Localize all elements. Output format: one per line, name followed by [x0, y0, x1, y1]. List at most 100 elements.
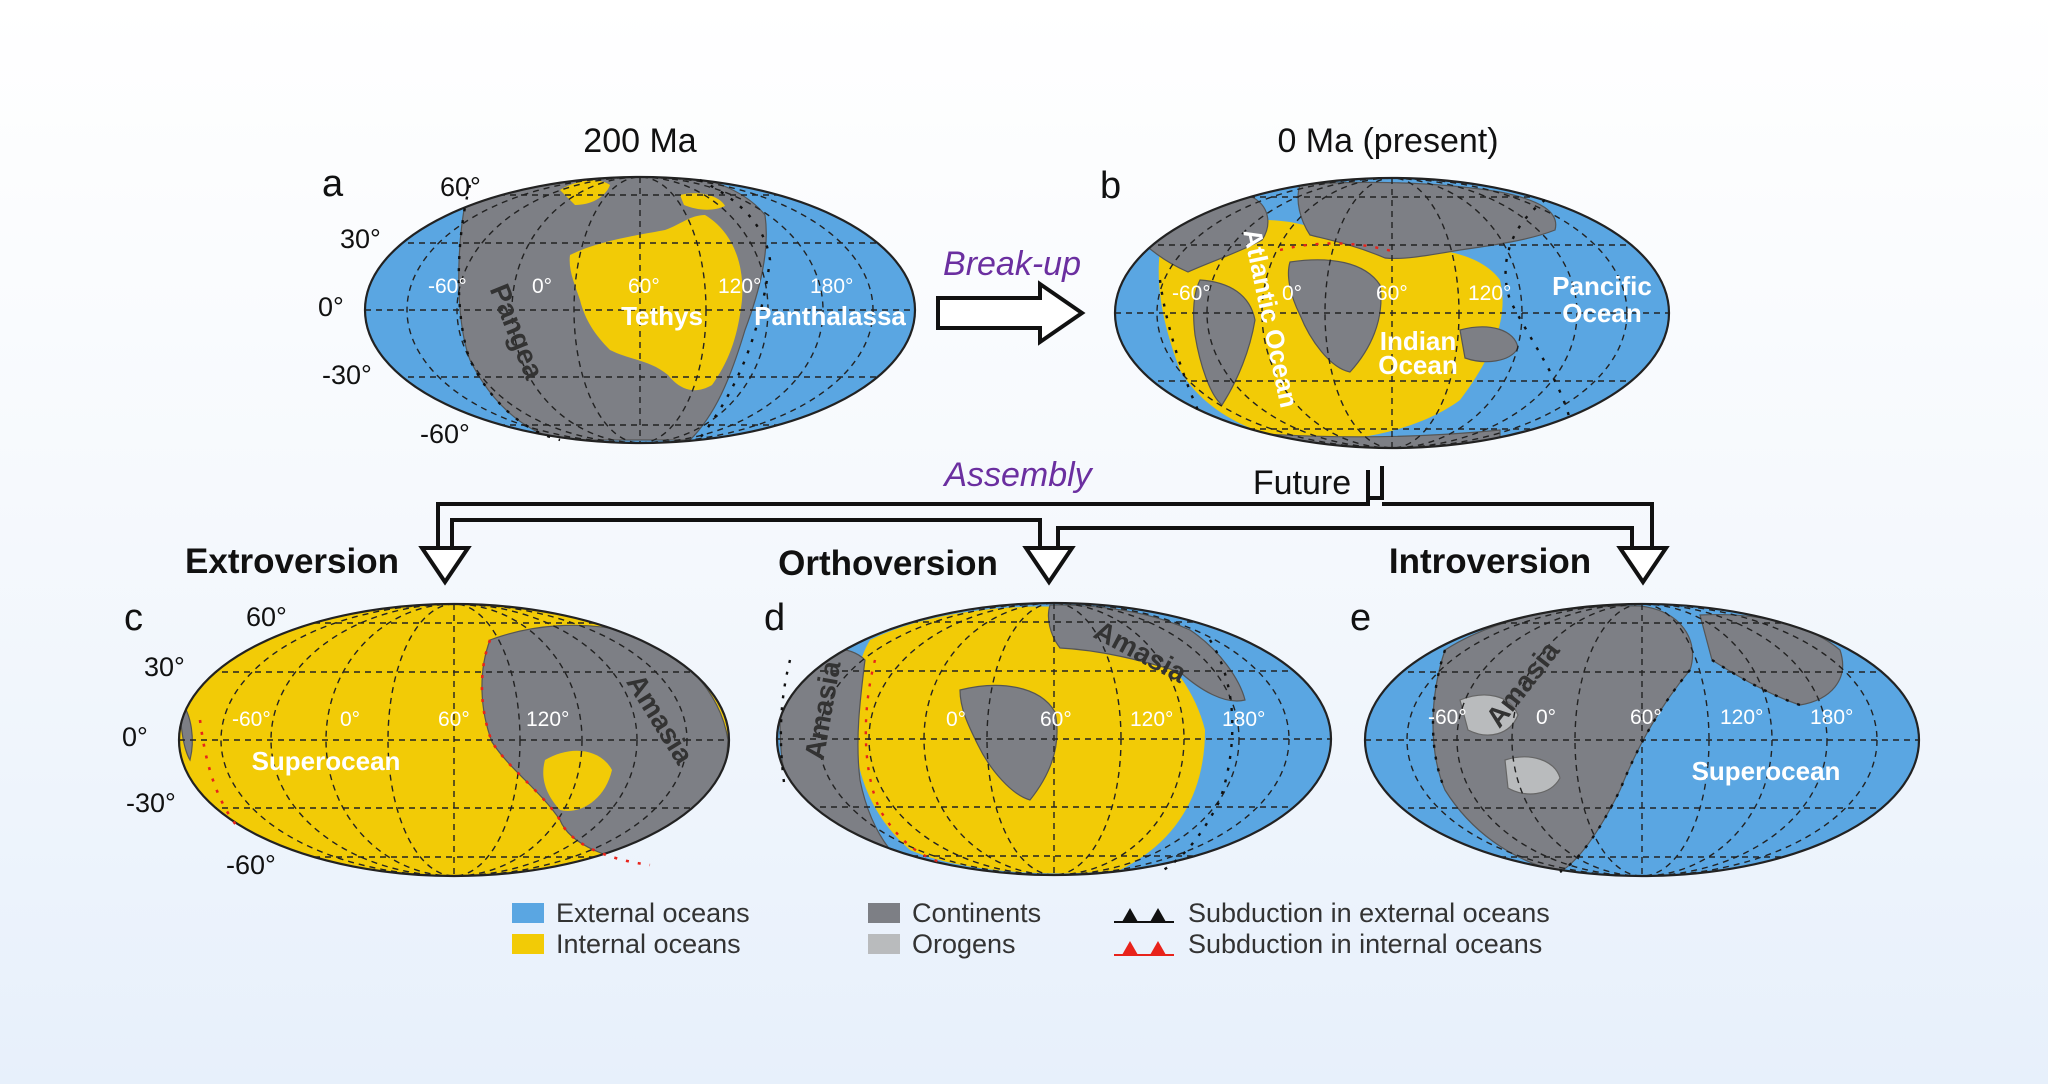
- panel-e-orogen-1: [1459, 694, 1519, 736]
- legend-label-sub-internal: Subduction in internal oceans: [1188, 929, 1542, 959]
- panel-a-rim: [363, 175, 917, 445]
- panel-a-lon-m60: -60°: [428, 275, 467, 298]
- panel-b-lon-m60: -60°: [1172, 282, 1211, 305]
- panel-b-label-pacific-2: Ocean: [1562, 298, 1642, 328]
- panel-a-internal-sea-east: [680, 193, 725, 210]
- legend-label-sub-external: Subduction in external oceans: [1188, 898, 1550, 928]
- panel-d-heading: Orthoversion: [778, 544, 998, 583]
- panel-b-africa: [1287, 259, 1382, 373]
- panel-d-letter: d: [764, 597, 785, 639]
- legend-swatch-external-oceans: [512, 903, 544, 923]
- panel-a-map: [363, 175, 917, 445]
- panel-e-subduction-north: [1711, 658, 1801, 707]
- panel-e-lon-180: 180°: [1810, 706, 1853, 729]
- panel-b-map: [1113, 176, 1671, 450]
- legend: External oceans Internal oceans Continen…: [512, 898, 1550, 959]
- panel-d-africa: [959, 684, 1058, 801]
- panel-b-lon-0: 0°: [1282, 282, 1302, 305]
- panel-b-subduction-internal: [1279, 242, 1396, 254]
- panel-e-map: [1363, 602, 1921, 878]
- panel-b-label-indian-2: Ocean: [1378, 350, 1458, 380]
- panel-d-map: [775, 601, 1333, 877]
- panel-a-internal-sea-north: [560, 180, 610, 205]
- panel-e-heading: Introversion: [1389, 542, 1591, 581]
- panel-c-lat-0: 0°: [122, 722, 148, 752]
- panel-d-lon-180: 180°: [1222, 708, 1265, 731]
- panel-a-letter: a: [322, 163, 344, 205]
- panel-b-rim: [1113, 176, 1671, 450]
- panel-c-graticule: [179, 604, 729, 876]
- legend-swatch-orogens: [868, 934, 900, 954]
- breakup-arrow: [936, 280, 1086, 346]
- panel-e-letter: e: [1350, 597, 1371, 639]
- panel-a-subduction-east: [699, 178, 772, 439]
- panel-b-label-indian-1: Indian: [1380, 326, 1457, 356]
- panel-a-lon-60: 60°: [628, 275, 660, 298]
- panel-a-lon-0: 0°: [532, 275, 552, 298]
- panel-c-bay: [543, 750, 612, 811]
- panel-e-lon-60: 60°: [1630, 706, 1662, 729]
- panel-c-lon-120: 120°: [526, 708, 569, 731]
- panel-a-label-tethys: Tethys: [621, 301, 703, 331]
- panel-c-rim: [177, 602, 731, 878]
- legend-symbol-sub-external: [1114, 908, 1174, 923]
- panel-c-lat-30s: -30°: [126, 788, 176, 818]
- arrow-orthoversion: [1022, 546, 1076, 586]
- panel-c-map: [177, 602, 731, 878]
- breakup-label: Break-up: [943, 245, 1081, 283]
- assembly-arrows: [418, 466, 1670, 586]
- legend-label-external-oceans: External oceans: [556, 898, 750, 928]
- legend-label-internal-oceans: Internal oceans: [556, 929, 741, 959]
- panel-c-heading: Extroversion: [185, 542, 399, 581]
- panel-c-lon-60: 60°: [438, 708, 470, 731]
- panel-b-letter: b: [1100, 165, 1121, 207]
- panel-b-graticule: [1115, 178, 1669, 448]
- panel-b-south-america: [1193, 279, 1256, 406]
- future-label: Future: [1253, 464, 1351, 502]
- legend-label-orogens: Orogens: [912, 929, 1016, 959]
- panel-d-lon-0: 0°: [946, 708, 966, 731]
- panel-a-title: 200 Ma: [583, 122, 696, 160]
- panel-c-subduction-west: [198, 719, 241, 831]
- panel-e-lon-120: 120°: [1720, 706, 1763, 729]
- panel-b-lon-120: 120°: [1468, 282, 1511, 305]
- panel-e-subduction-west: [1431, 649, 1447, 791]
- panel-e-subduction-east: [1559, 669, 1691, 874]
- panel-c-subduction: [480, 639, 651, 867]
- panel-d-subduction-external-west: [779, 659, 792, 791]
- assembly-label: Assembly: [942, 456, 1093, 494]
- panel-c-lat-30n: 30°: [144, 652, 185, 682]
- panel-a-lat-60s: -60°: [420, 419, 470, 449]
- panel-b-eurasia: [1297, 181, 1557, 260]
- panel-b-label-pacific-1: Pancific: [1552, 271, 1652, 301]
- panel-c-lat-60s: -60°: [226, 850, 276, 880]
- panel-e-label-superocean: Superocean: [1692, 756, 1841, 786]
- panel-a-lat-60n: 60°: [440, 172, 481, 202]
- panel-d-graticule: [777, 603, 1331, 875]
- legend-label-continents: Continents: [912, 898, 1041, 928]
- panel-a-tethys: [569, 215, 743, 391]
- panel-d-amasia-north: [1047, 604, 1246, 702]
- panel-e-lon-m60: -60°: [1428, 706, 1467, 729]
- panel-b-title: 0 Ma (present): [1277, 122, 1498, 160]
- panel-b-lon-60: 60°: [1376, 282, 1408, 305]
- panel-e-lon-0: 0°: [1536, 706, 1556, 729]
- panel-c-lon-0: 0°: [340, 708, 360, 731]
- arrow-introversion: [1616, 546, 1670, 586]
- panel-a-lat-0: 0°: [318, 292, 344, 322]
- panel-e-rim: [1363, 602, 1921, 878]
- legend-swatch-internal-oceans: [512, 934, 544, 954]
- panel-c-lon-m60: -60°: [232, 708, 271, 731]
- panel-b-subduction-andes: [1158, 279, 1202, 416]
- panel-a-lon-120: 120°: [718, 275, 761, 298]
- panel-a-lon-180: 180°: [810, 275, 853, 298]
- panel-e-orogen-2: [1504, 756, 1561, 795]
- panel-d-rim: [775, 601, 1333, 877]
- arrow-extroversion: [418, 546, 472, 586]
- panel-d-lon-120: 120°: [1130, 708, 1173, 731]
- panel-a-graticule: [365, 177, 915, 443]
- panel-d-subduction-external: [1159, 639, 1234, 874]
- panel-a-lat-30s: -30°: [322, 360, 372, 390]
- legend-symbol-sub-internal: [1114, 941, 1174, 956]
